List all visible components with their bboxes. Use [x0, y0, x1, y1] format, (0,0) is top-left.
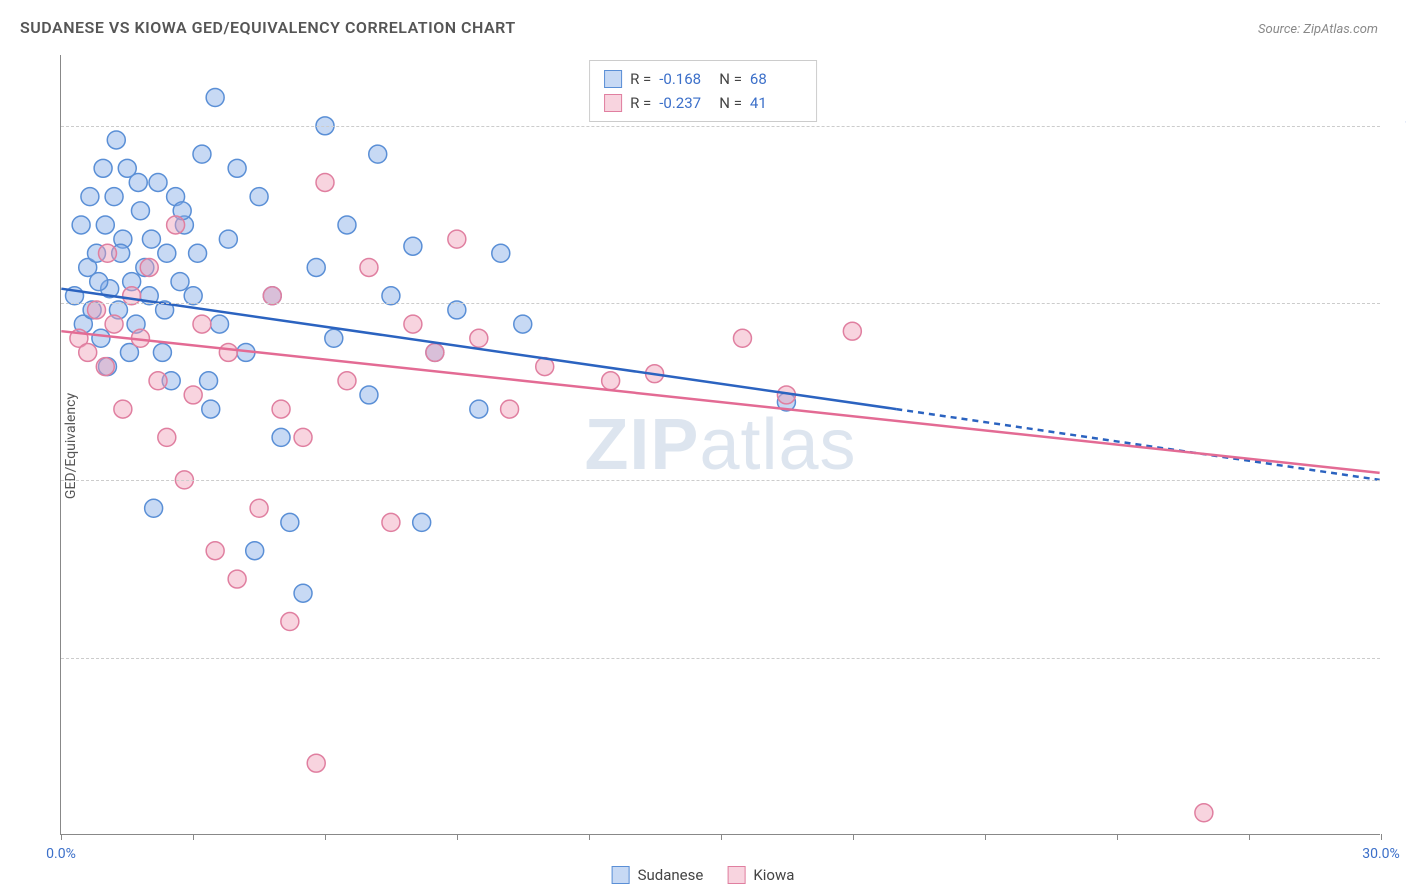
swatch-sudanese — [612, 866, 630, 884]
x-tick-label: 30.0% — [1362, 846, 1400, 862]
n-label: N = — [719, 91, 742, 115]
y-tick-label: 87.5% — [1390, 295, 1406, 311]
r-label: R = — [630, 91, 651, 115]
chart-svg — [61, 55, 1380, 834]
source-label: Source: ZipAtlas.com — [1258, 22, 1378, 37]
n-label: N = — [719, 67, 742, 91]
legend-label-sudanese: Sudanese — [638, 866, 704, 884]
plot-area: ZIPatlas 62.5%75.0%87.5%100.0%0.0%30.0% — [60, 55, 1380, 835]
series-legend: Sudanese Kiowa — [612, 866, 795, 884]
r-value-kiowa: -0.237 — [659, 91, 711, 115]
legend-item-kiowa: Kiowa — [727, 866, 794, 884]
y-tick-label: 75.0% — [1390, 472, 1406, 488]
chart-title: SUDANESE VS KIOWA GED/EQUIVALENCY CORREL… — [20, 18, 516, 37]
x-tick-label: 0.0% — [46, 846, 76, 862]
watermark: ZIPatlas — [584, 404, 856, 486]
watermark-bold: ZIP — [584, 405, 699, 485]
stats-legend: R = -0.168 N = 68 R = -0.237 N = 41 — [589, 60, 817, 122]
y-tick-label: 100.0% — [1390, 118, 1406, 134]
y-tick-label: 62.5% — [1390, 650, 1406, 666]
n-value-kiowa: 41 — [750, 91, 802, 115]
r-label: R = — [630, 67, 651, 91]
swatch-kiowa — [727, 866, 745, 884]
legend-label-kiowa: Kiowa — [753, 866, 794, 884]
legend-item-sudanese: Sudanese — [612, 866, 704, 884]
n-value-sudanese: 68 — [750, 67, 802, 91]
swatch-kiowa — [604, 94, 622, 112]
swatch-sudanese — [604, 70, 622, 88]
r-value-sudanese: -0.168 — [659, 67, 711, 91]
stats-row-kiowa: R = -0.237 N = 41 — [604, 91, 802, 115]
stats-row-sudanese: R = -0.168 N = 68 — [604, 67, 802, 91]
watermark-light: atlas — [699, 405, 856, 485]
